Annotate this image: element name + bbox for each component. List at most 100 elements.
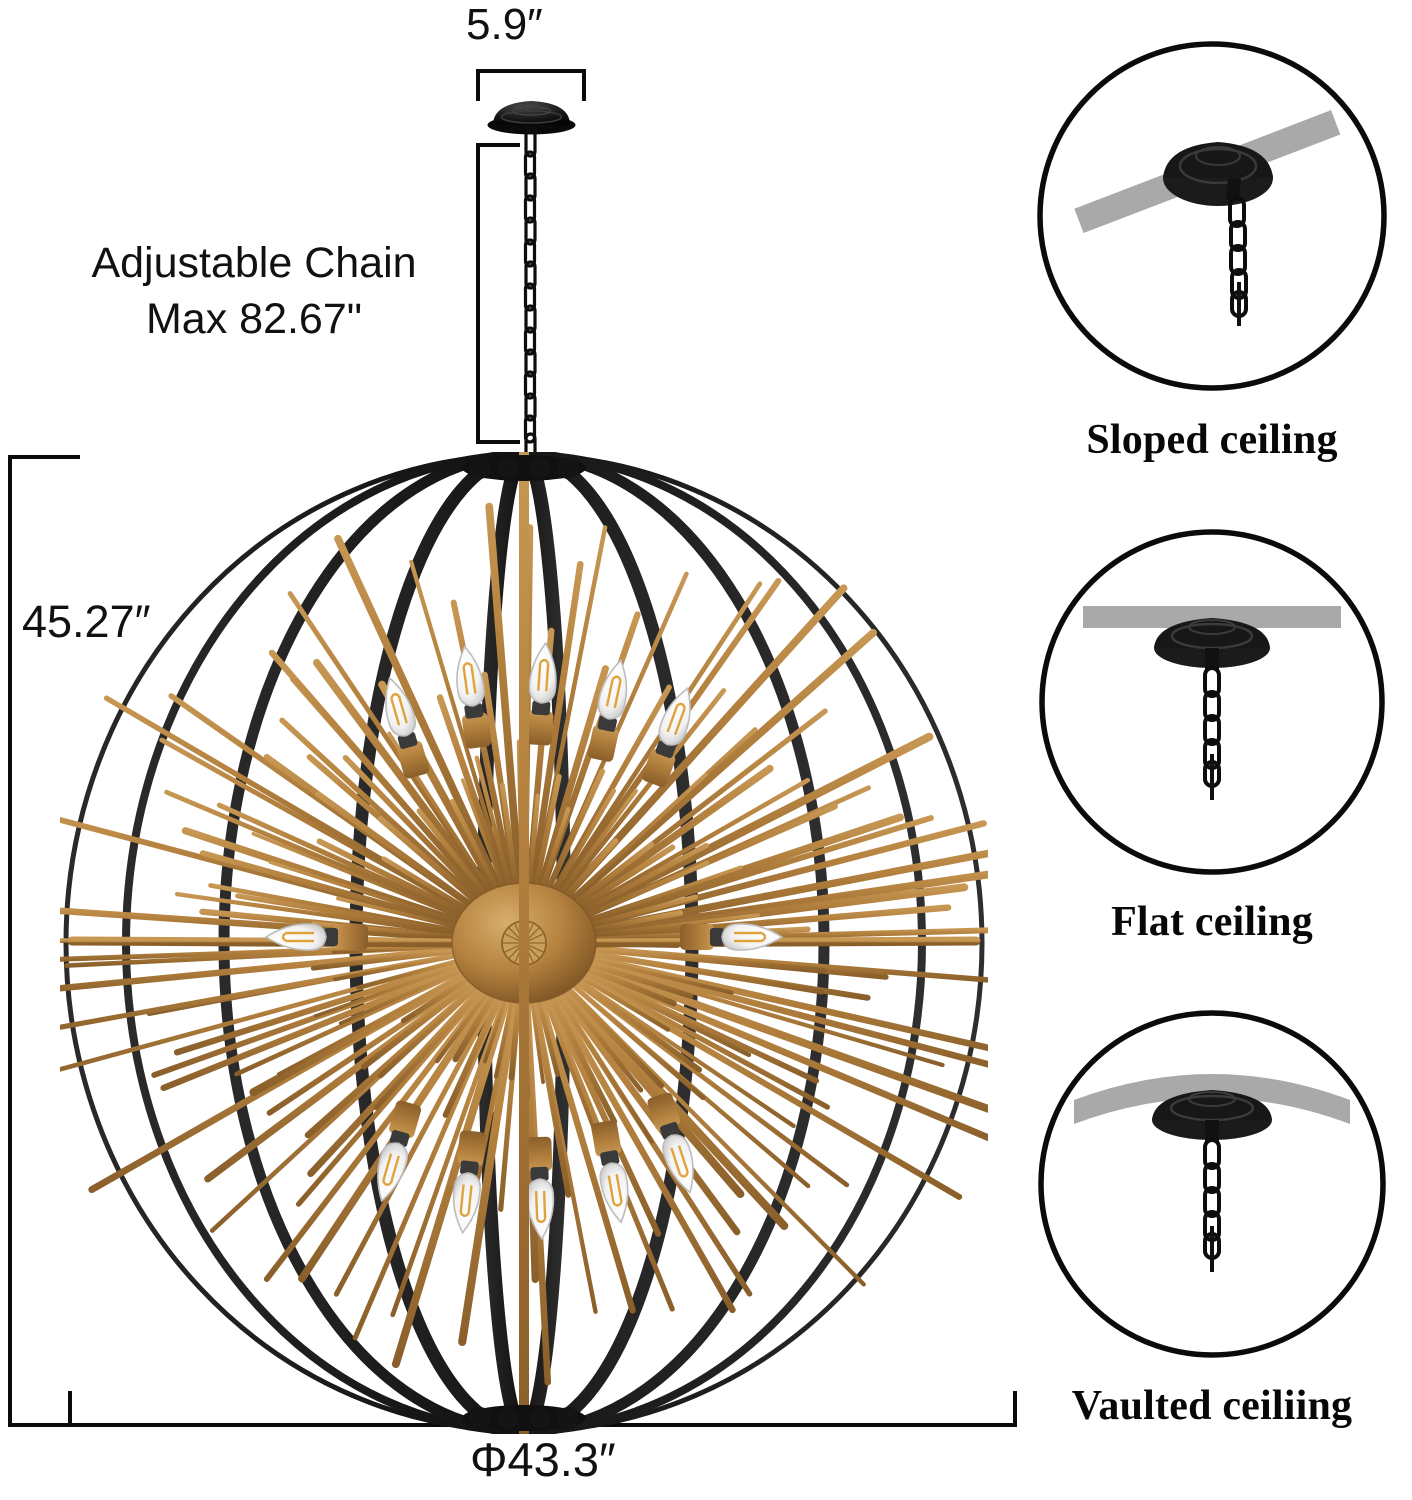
chain-length-tick-top xyxy=(476,143,520,147)
sunburst-rod xyxy=(576,842,709,917)
canopy-width-tick-right xyxy=(582,69,586,101)
sunburst-rod xyxy=(276,970,471,1077)
sunburst-rod xyxy=(381,856,474,914)
sunburst-rod xyxy=(60,907,454,942)
sunburst-rod xyxy=(550,992,736,1314)
sunburst-rod xyxy=(534,991,560,1078)
sunburst-rod xyxy=(555,788,638,901)
sunburst-rod xyxy=(312,658,491,897)
sunburst-rod xyxy=(568,841,655,910)
sunburst-rod xyxy=(338,966,468,1026)
sunburst-rod xyxy=(334,534,503,893)
sunburst-rod xyxy=(316,838,471,918)
sunburst-rod xyxy=(559,838,619,904)
sunburst-rod xyxy=(377,816,483,908)
sunburst-rod xyxy=(251,831,467,921)
sunburst-rod xyxy=(391,995,511,1369)
sunburst-rod xyxy=(587,963,988,1113)
sunburst-rod xyxy=(529,992,545,1084)
vaulted-ceiling-mount-icon xyxy=(1036,1008,1388,1360)
candelabra-bulb xyxy=(377,1100,422,1203)
sunburst-rod xyxy=(582,732,934,916)
sunburst-rod xyxy=(543,768,606,897)
ceiling-option-sloped-label: Sloped ceiling xyxy=(1086,417,1338,463)
sunburst-rod xyxy=(485,502,524,889)
diameter-tick-left xyxy=(68,1391,72,1427)
sunburst-rod xyxy=(436,694,509,891)
candelabra-bulb xyxy=(525,641,557,746)
sunburst-rod-group xyxy=(60,502,988,1386)
hanging-chain-icon xyxy=(523,128,537,460)
orb-sputnik-chandelier-illustration xyxy=(60,452,988,1434)
sunburst-rod xyxy=(549,788,617,899)
sunburst-rod xyxy=(575,764,774,908)
sunburst-rod xyxy=(569,628,878,904)
sunburst-rod xyxy=(555,581,763,894)
canopy-width-dimension-bar xyxy=(476,69,586,73)
sunburst-rod xyxy=(160,966,462,1092)
sunburst-rod xyxy=(570,975,703,1073)
height-label: 45.27″ xyxy=(22,596,151,647)
height-tick-top xyxy=(8,455,80,459)
sunburst-rod xyxy=(279,717,479,902)
sunburst-rod xyxy=(356,957,464,990)
sunburst-rod xyxy=(561,987,745,1199)
ceiling-option-flat-label: Flat ceiling xyxy=(1111,899,1313,945)
sunburst-rod xyxy=(416,808,492,902)
sunburst-rod xyxy=(342,754,487,905)
sunburst-rod xyxy=(60,946,454,992)
sunburst-rod xyxy=(529,560,584,889)
sunburst-rod xyxy=(566,979,706,1101)
center-stem xyxy=(519,452,529,1434)
sunburst-rod xyxy=(314,791,479,911)
candelabra-bulb xyxy=(591,1120,629,1224)
sunburst-rod xyxy=(587,946,827,974)
sunburst-rod xyxy=(60,943,453,962)
sunburst-rod xyxy=(460,778,507,895)
sunburst-rod xyxy=(409,559,510,889)
sunburst-rod xyxy=(538,806,571,895)
adjustable-chain-label: Adjustable Chain Max 82.67" xyxy=(34,236,474,348)
canopy-width-tick-left xyxy=(476,69,480,101)
candelabra-bulb xyxy=(264,923,368,951)
ceiling-option-sloped[interactable]: Sloped ceiling xyxy=(1032,38,1392,464)
sunburst-rod xyxy=(574,972,671,1032)
sunburst-rod xyxy=(199,850,458,927)
height-tick-bottom xyxy=(8,1423,80,1427)
sunburst-rod xyxy=(561,981,665,1089)
candelabra-bulb xyxy=(642,686,691,788)
sunburst-rod xyxy=(572,844,676,913)
sunburst-rod xyxy=(560,688,727,897)
diameter-tick-right xyxy=(1013,1391,1017,1427)
sunburst-rod xyxy=(361,976,480,1070)
candelabra-bulb xyxy=(452,1130,486,1235)
sunburst-rod xyxy=(449,798,503,898)
sunburst-rod xyxy=(557,989,741,1236)
sunburst-rod xyxy=(235,893,462,935)
sunburst-rod xyxy=(313,962,465,1018)
ceiling-option-vaulted-label: Vaulted ceiliing xyxy=(1071,1383,1353,1429)
sunburst-rod xyxy=(591,958,988,1068)
sunburst-rod xyxy=(537,665,609,891)
ceiling-option-vaulted[interactable]: Vaulted ceiliing xyxy=(1032,1008,1392,1430)
sunburst-rod xyxy=(526,793,541,894)
sunburst-rod xyxy=(333,993,498,1297)
diameter-label: Φ43.3″ xyxy=(470,1433,616,1486)
sunburst-rod xyxy=(373,983,489,1111)
sunburst-rod xyxy=(581,777,811,911)
orb-top-hub xyxy=(462,455,586,481)
sunburst-rod xyxy=(580,963,677,1007)
sunburst-rod xyxy=(508,992,523,1081)
sunburst-rod xyxy=(565,772,708,906)
sunburst-rod xyxy=(582,973,831,1110)
sunburst-rod xyxy=(551,987,654,1144)
chain-length-tick-bottom xyxy=(476,440,520,444)
sunburst-rod xyxy=(546,994,662,1237)
chain-length-dimension-bar xyxy=(476,143,480,444)
sunburst-rod xyxy=(390,996,507,1318)
ceiling-option-flat[interactable]: Flat ceiling xyxy=(1032,528,1392,946)
sunburst-rod xyxy=(585,956,734,995)
canopy-width-label: 5.9″ xyxy=(466,0,543,49)
candelabra-bulb xyxy=(647,1092,694,1194)
